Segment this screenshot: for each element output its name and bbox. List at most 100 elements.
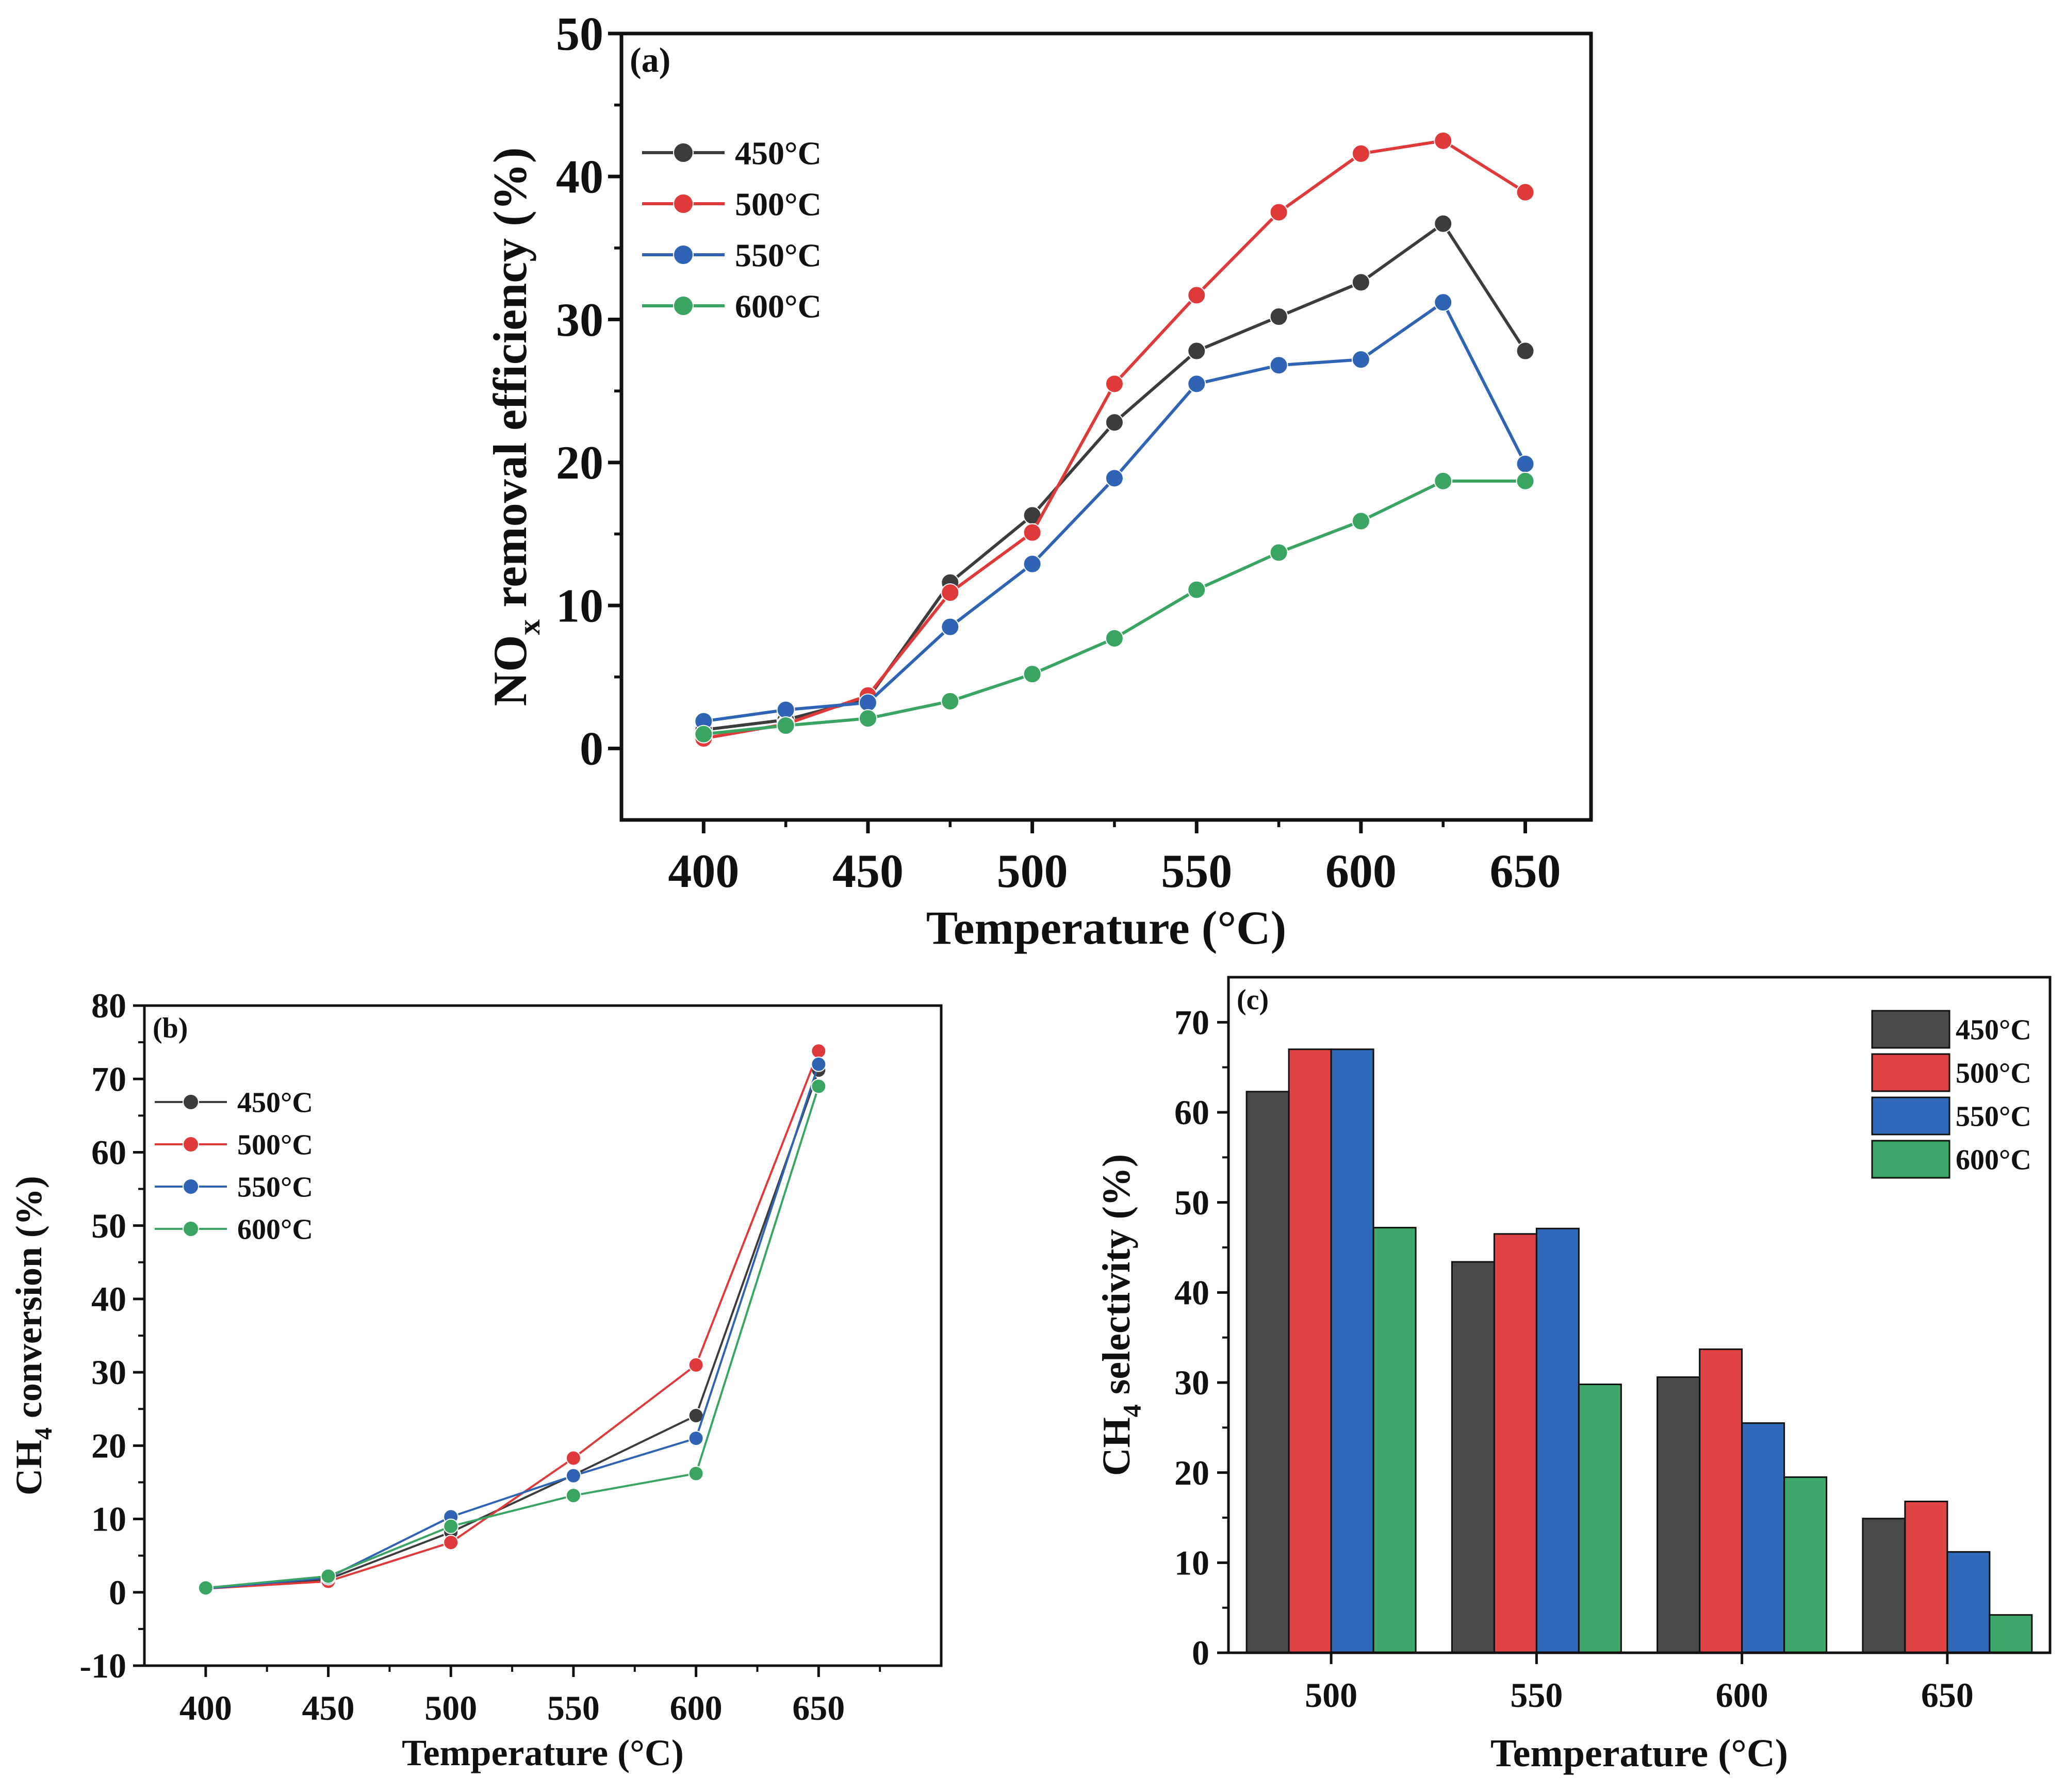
x-tick-label: 450	[302, 1688, 355, 1728]
data-point-600-450	[320, 1568, 336, 1584]
y-tick-label: 20	[1174, 1453, 1209, 1492]
legend-label: 450°C	[237, 1087, 313, 1119]
y-tick-label: 0	[1192, 1633, 1209, 1672]
data-point-550-625	[1434, 293, 1453, 312]
y-tick-label: 40	[91, 1279, 126, 1319]
data-point-450-575	[1269, 307, 1288, 326]
bar-550-600	[1741, 1422, 1785, 1654]
legend-label: 550°C	[237, 1172, 313, 1204]
x-tick-label: 500	[424, 1688, 477, 1728]
legend-label: 500°C	[1956, 1058, 2031, 1090]
series-line-600	[205, 1086, 820, 1589]
data-point-550-500	[1023, 554, 1042, 573]
bar-550-650	[1946, 1551, 1991, 1654]
data-point-550-425	[776, 700, 795, 719]
data-point-500-600	[688, 1357, 704, 1373]
data-point-600-425	[776, 716, 795, 735]
legend-label: 550°C	[735, 237, 822, 273]
legend-marker	[673, 295, 694, 316]
data-point-550-475	[941, 617, 960, 636]
bar-450-550	[1451, 1261, 1495, 1654]
data-point-600-550	[1187, 580, 1206, 599]
data-point-500-475	[941, 583, 960, 602]
legend-swatch	[1871, 1096, 1950, 1136]
bar-600-600	[1783, 1476, 1828, 1654]
data-point-600-625	[1434, 471, 1453, 490]
legend-label: 450°C	[735, 135, 822, 171]
y-axis-title-main: CH	[1095, 1417, 1138, 1476]
data-point-450-650	[1516, 341, 1535, 360]
y-axis-title-rest: conversion (%)	[8, 1176, 50, 1427]
bar-500-500	[1288, 1048, 1332, 1654]
data-point-550-600	[688, 1431, 704, 1446]
legend-label: 550°C	[1956, 1101, 2031, 1133]
bar-500-600	[1699, 1348, 1743, 1654]
y-tick-label: 10	[556, 579, 603, 632]
data-point-500-550	[1187, 286, 1206, 305]
data-point-500-550	[565, 1450, 581, 1466]
data-point-550-650	[1516, 454, 1535, 473]
plot-frame	[1227, 976, 2052, 1654]
x-tick-label: 600	[1716, 1675, 1768, 1715]
y-axis-title-subscript: 4	[1117, 1404, 1146, 1417]
y-tick-label: 40	[556, 151, 603, 203]
data-point-600-600	[688, 1466, 704, 1482]
y-tick-label: 0	[580, 722, 603, 775]
data-point-500-500	[443, 1535, 459, 1551]
legend-swatch	[1871, 1053, 1950, 1092]
legend-swatch	[1871, 1140, 1950, 1179]
legend-label: 500°C	[237, 1129, 313, 1161]
x-tick-label: 550	[1510, 1675, 1563, 1715]
y-axis-title-rest: selectivity (%)	[1095, 1154, 1138, 1404]
data-point-600-500	[1023, 665, 1042, 684]
y-tick-label: 30	[1174, 1363, 1209, 1402]
data-point-600-500	[443, 1518, 459, 1534]
bar-600-500	[1372, 1227, 1417, 1654]
y-axis-title-subscript: x	[512, 619, 547, 635]
data-point-500-575	[1269, 203, 1288, 222]
bar-450-500	[1245, 1091, 1290, 1654]
legend-marker	[183, 1178, 199, 1195]
data-point-450-525	[1105, 413, 1124, 432]
x-tick-label: 650	[1490, 845, 1561, 897]
y-tick-label: 50	[1174, 1183, 1209, 1222]
y-tick-label: -10	[79, 1646, 126, 1685]
panel-label: (b)	[153, 1012, 188, 1044]
data-point-500-650	[1516, 183, 1535, 202]
x-tick-label: 650	[792, 1688, 845, 1728]
legend-marker	[183, 1221, 199, 1237]
legend-label: 600°C	[735, 288, 822, 324]
y-tick-label: 10	[91, 1500, 126, 1539]
bar-600-650	[1989, 1614, 2033, 1654]
x-axis-title: Temperature (°C)	[402, 1732, 684, 1773]
y-axis-title-main: NO	[484, 635, 536, 706]
y-tick-label: 70	[1174, 1002, 1209, 1042]
y-tick-label: 10	[1174, 1543, 1209, 1582]
data-point-550-600	[1351, 350, 1370, 369]
data-point-600-650	[1516, 471, 1535, 490]
y-tick-label: 40	[1174, 1273, 1209, 1312]
y-axis-title-rest: removal efficiency (%)	[484, 147, 536, 619]
panel-label: (c)	[1237, 984, 1269, 1016]
data-point-600-400	[198, 1580, 214, 1596]
data-point-500-650	[811, 1043, 827, 1059]
data-point-550-450	[858, 693, 877, 712]
data-point-500-525	[1105, 374, 1124, 393]
bar-500-550	[1493, 1233, 1537, 1654]
data-point-450-550	[1187, 341, 1206, 360]
plot-frame	[619, 31, 1593, 822]
x-tick-label: 550	[547, 1688, 600, 1728]
x-tick-label: 600	[670, 1688, 723, 1728]
x-axis-title: Temperature (°C)	[926, 901, 1287, 954]
bar-600-550	[1578, 1383, 1622, 1654]
legend-marker	[183, 1094, 199, 1110]
series-line-450	[205, 1070, 820, 1590]
panel-label: (a)	[630, 40, 670, 79]
x-tick-label: 500	[1305, 1675, 1357, 1715]
data-point-600-450	[858, 709, 877, 728]
x-tick-label: 500	[997, 845, 1068, 897]
y-tick-label: 0	[109, 1573, 126, 1612]
data-point-600-475	[941, 692, 960, 711]
data-point-600-550	[565, 1488, 581, 1504]
